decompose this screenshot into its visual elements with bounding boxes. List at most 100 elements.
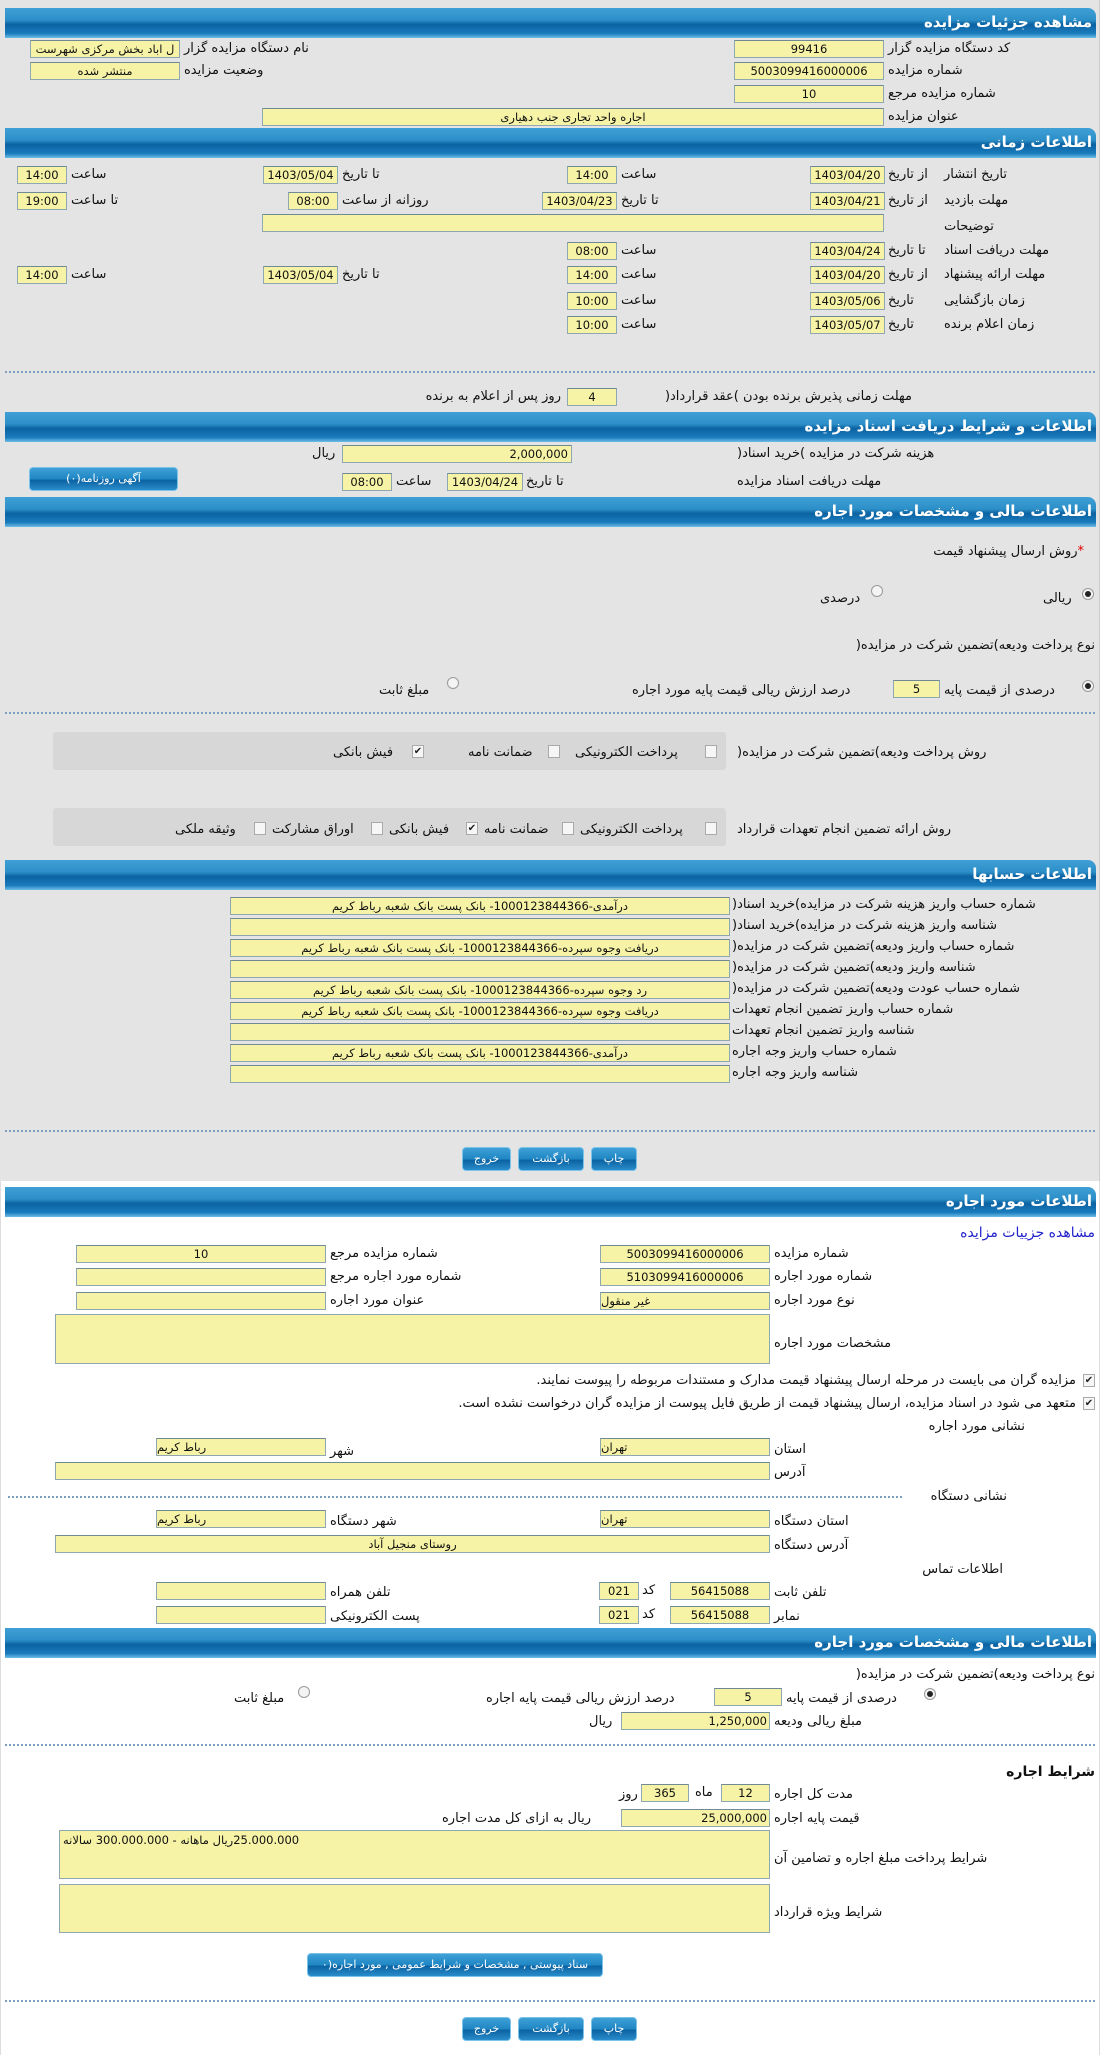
item-type-field[interactable]: غیر منقول — [600, 1292, 770, 1310]
percent-label: درصدی — [820, 591, 861, 606]
account-row-field[interactable] — [230, 1065, 730, 1083]
phone-field[interactable]: 56415088 — [670, 1582, 770, 1600]
special-terms-textarea[interactable] — [59, 1884, 770, 1933]
back-button[interactable]: بازگشت — [518, 1147, 584, 1171]
org-city-field[interactable]: رباط کریم — [156, 1510, 326, 1528]
docs-to-date[interactable]: 1403/04/24 — [810, 242, 885, 260]
phone-code-field[interactable]: 021 — [599, 1582, 639, 1600]
docs-to-time[interactable]: 08:00 — [567, 242, 617, 260]
base-price-field[interactable]: 25,000,000 — [621, 1809, 770, 1827]
checkbox-electronic[interactable] — [705, 745, 717, 758]
deposit-amount-field[interactable]: 1,250,000 — [621, 1712, 770, 1730]
checkbox-no-file-attachment[interactable]: ✔ — [1083, 1397, 1095, 1410]
checkbox-bank-receipt[interactable]: ✔ — [412, 745, 424, 758]
subject-field[interactable]: اجاره واحد تجاری جنب دهیاری — [262, 108, 884, 126]
fax-code-field[interactable]: 021 — [599, 1606, 639, 1624]
radio-percent-of-base[interactable] — [1082, 680, 1094, 692]
account-row-field[interactable] — [230, 960, 730, 978]
subject-label: عنوان مزایده — [888, 109, 959, 124]
print-button[interactable]: چاپ — [591, 1147, 637, 1171]
radio-fixed-amount[interactable] — [298, 1686, 310, 1698]
fee-field[interactable]: 2,000,000 — [342, 445, 572, 463]
offer-from-time[interactable]: 14:00 — [567, 266, 617, 284]
accept-days-field[interactable]: 4 — [567, 388, 617, 406]
account-row-field[interactable]: دریافت وجوه سپرده-1000123844366- بانک پس… — [230, 1002, 730, 1020]
days-field[interactable]: 365 — [641, 1784, 689, 1802]
visit-to-date[interactable]: 1403/04/23 — [542, 192, 617, 210]
exit-button[interactable]: خروج — [462, 1147, 511, 1171]
publish-from-date[interactable]: 1403/04/20 — [810, 166, 885, 184]
org-code-field[interactable]: 99416 — [734, 40, 884, 58]
visit-from-date[interactable]: 1403/04/21 — [810, 192, 885, 210]
winner-date[interactable]: 1403/05/07 — [810, 316, 885, 334]
item-ref-field[interactable] — [76, 1268, 326, 1286]
org-address-field[interactable]: روستای منجیل آباد — [55, 1535, 770, 1553]
offer-to-time[interactable]: 14:00 — [17, 266, 67, 284]
deposit-type-label: نوع پرداخت ودیعه)تضمین شرکت در مزایده( — [855, 1667, 1095, 1682]
ref-number-field[interactable]: 10 — [734, 85, 884, 103]
status-field[interactable]: منتشر شده — [30, 62, 180, 80]
winner-time[interactable]: 10:00 — [567, 316, 617, 334]
item-number-field[interactable]: 5103099416000006 — [600, 1268, 770, 1286]
account-row-field[interactable]: رد وجوه سپرده-1000123844366- بانک پست با… — [230, 981, 730, 999]
radio-fixed-amount[interactable] — [447, 677, 459, 689]
account-row-field[interactable]: درآمدی-1000123844366- بانک پست بانک شعبه… — [230, 897, 730, 915]
item-spec-textarea[interactable] — [55, 1314, 770, 1364]
description-field[interactable] — [262, 214, 884, 232]
radio-percent-of-base[interactable] — [924, 1688, 936, 1700]
org-name-field[interactable]: ل اباد بخش مرکزی شهرست — [30, 40, 180, 58]
radio-percent[interactable] — [871, 585, 883, 597]
checkbox-bank-receipt[interactable]: ✔ — [466, 822, 478, 835]
hour-label: ساعت — [621, 317, 657, 332]
radio-rial[interactable] — [1082, 588, 1094, 600]
checkbox-guarantee-letter[interactable] — [548, 745, 560, 758]
description-label: توضیحات — [944, 219, 994, 234]
attachments-button[interactable]: سناد پیوستی , مشخصات و شرایط عمومی , مور… — [307, 1953, 603, 1977]
payment-terms-textarea[interactable]: 25.000.000ریال ماهانه - 300.000.000 سالا… — [59, 1830, 770, 1879]
newspaper-ads-button[interactable]: آگهی روزنامه(۰) — [29, 467, 178, 491]
print-button[interactable]: چاپ — [591, 2017, 637, 2041]
mobile-field[interactable] — [156, 1582, 326, 1600]
exit-button[interactable]: خروج — [462, 2017, 511, 2041]
offer-from-date[interactable]: 1403/04/20 — [810, 266, 885, 284]
offer-method-text: روش ارسال پیشنهاد قیمت — [933, 544, 1078, 559]
account-row-field[interactable] — [230, 918, 730, 936]
months-field[interactable]: 12 — [721, 1784, 770, 1802]
ref-number-field[interactable]: 10 — [76, 1245, 326, 1263]
province-field[interactable]: تهران — [600, 1438, 770, 1456]
duration-label: مدت کل اجاره — [774, 1787, 854, 1802]
visit-daily-from[interactable]: 08:00 — [288, 192, 338, 210]
hour-label: ساعت — [621, 267, 657, 282]
org-province-field[interactable]: تهران — [600, 1510, 770, 1528]
account-row-field[interactable]: دریافت وجوه سپرده-1000123844366- بانک پس… — [230, 939, 730, 957]
checkbox-attach-documents[interactable]: ✔ — [1083, 1374, 1095, 1387]
checkbox-property-collateral[interactable] — [254, 822, 266, 835]
publish-from-time[interactable]: 14:00 — [567, 166, 617, 184]
percent-value-field[interactable]: 5 — [714, 1688, 782, 1706]
visit-daily-to[interactable]: 19:00 — [17, 192, 67, 210]
checkbox-guarantee-letter[interactable] — [562, 822, 574, 835]
auction-details-link[interactable]: مشاهده جزییات مزایده — [960, 1225, 1095, 1241]
offer-to-date[interactable]: 1403/05/04 — [263, 266, 338, 284]
opening-time[interactable]: 10:00 — [567, 292, 617, 310]
item-title-field[interactable] — [76, 1292, 326, 1310]
publish-to-time[interactable]: 14:00 — [17, 166, 67, 184]
code-label: کد — [642, 1607, 656, 1622]
percent-value-field[interactable]: 5 — [893, 680, 940, 698]
auction-number-field[interactable]: 5003099416000006 — [734, 62, 884, 80]
account-row-field[interactable]: درآمدی-1000123844366- بانک پست بانک شعبه… — [230, 1044, 730, 1062]
checkbox-bonds[interactable] — [371, 822, 383, 835]
docs-date-field[interactable]: 1403/04/24 — [447, 473, 523, 491]
publish-to-date[interactable]: 1403/05/04 — [263, 166, 338, 184]
docs-time-field[interactable]: 08:00 — [342, 473, 392, 491]
city-field[interactable]: رباط کریم — [156, 1438, 326, 1456]
opening-date[interactable]: 1403/05/06 — [810, 292, 885, 310]
checkbox-electronic[interactable] — [705, 822, 717, 835]
fax-field[interactable]: 56415088 — [670, 1606, 770, 1624]
address-field[interactable] — [55, 1462, 770, 1480]
section-header-financial-lease: اطلاعات مالی و مشخصات مورد اجاره — [5, 1628, 1096, 1658]
auction-number-field[interactable]: 5003099416000006 — [600, 1245, 770, 1263]
back-button[interactable]: بازگشت — [518, 2017, 584, 2041]
account-row-field[interactable] — [230, 1023, 730, 1041]
email-field[interactable] — [156, 1606, 326, 1624]
